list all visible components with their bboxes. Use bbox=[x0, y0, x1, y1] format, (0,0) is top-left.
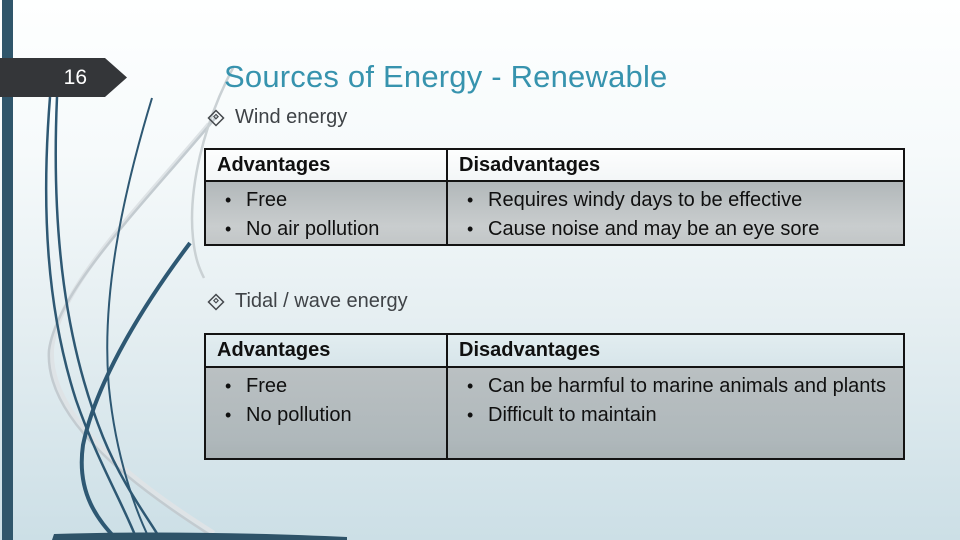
list-item: Free bbox=[217, 186, 438, 215]
section-heading-tidal: Tidal / wave energy bbox=[207, 290, 408, 313]
slide-title: Sources of Energy - Renewable bbox=[224, 59, 668, 94]
theme-side-bar bbox=[2, 0, 13, 540]
list-item: Can be harmful to marine animals and pla… bbox=[459, 372, 895, 401]
slide-number: 16 bbox=[63, 66, 87, 89]
list-item: Cause noise and may be an eye sore bbox=[459, 215, 895, 244]
table-cell-disadvantages: Requires windy days to be effective Caus… bbox=[448, 182, 903, 244]
diamond-bullet-icon bbox=[207, 108, 225, 127]
section-heading-label: Wind energy bbox=[235, 106, 348, 128]
list-item: Difficult to maintain bbox=[459, 401, 895, 430]
slide-number-badge: 16 bbox=[0, 58, 127, 97]
table-cell-advantages: Free No pollution bbox=[206, 368, 448, 458]
section-heading-label: Tidal / wave energy bbox=[235, 290, 408, 312]
diamond-bullet-icon bbox=[207, 292, 225, 311]
tidal-energy-table: Advantages Disadvantages Free No polluti… bbox=[204, 333, 905, 460]
table-header-disadvantages: Disadvantages bbox=[448, 150, 903, 182]
table-header-advantages: Advantages bbox=[206, 335, 448, 368]
table-cell-advantages: Free No air pollution bbox=[206, 182, 448, 244]
table-header-disadvantages: Disadvantages bbox=[448, 335, 903, 368]
table-cell-disadvantages: Can be harmful to marine animals and pla… bbox=[448, 368, 903, 458]
list-item: No air pollution bbox=[217, 215, 438, 244]
wind-energy-table: Advantages Disadvantages Free No air pol… bbox=[204, 148, 905, 246]
list-item: No pollution bbox=[217, 401, 438, 430]
section-heading-wind: Wind energy bbox=[207, 106, 347, 129]
list-item: Free bbox=[217, 372, 438, 401]
list-item: Requires windy days to be effective bbox=[459, 186, 895, 215]
table-header-advantages: Advantages bbox=[206, 150, 448, 182]
